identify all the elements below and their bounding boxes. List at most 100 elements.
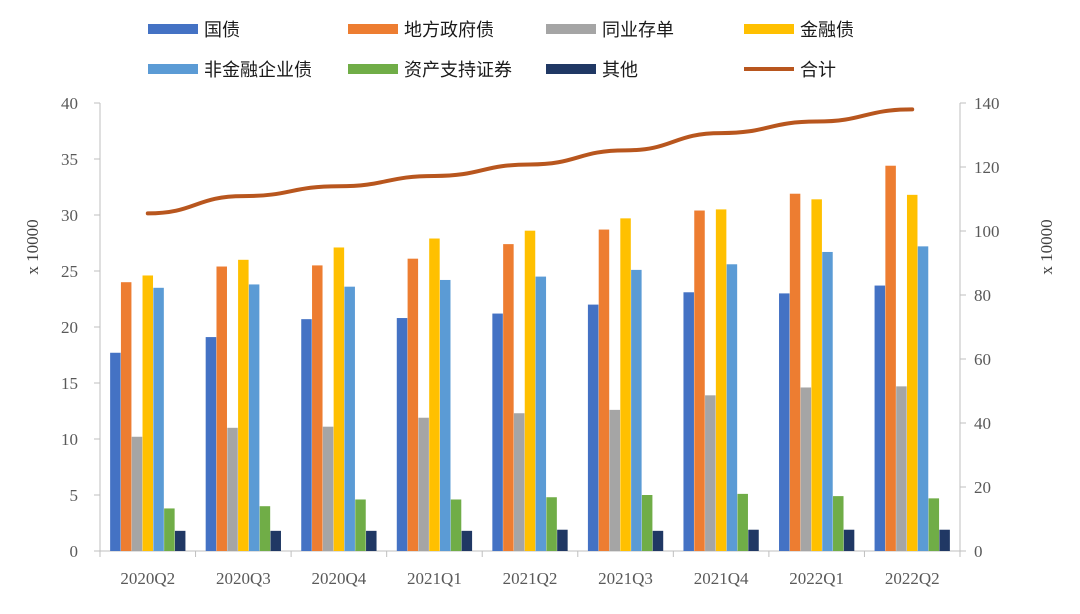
y-right-tick-label: 80: [974, 286, 991, 305]
bar-2-2022Q2: [885, 165, 896, 551]
bar-2-2020Q3: [216, 266, 227, 551]
bar-7-2021Q4: [748, 529, 759, 551]
legend-label: 资产支持证券: [404, 60, 512, 81]
legend-label: 合计: [800, 60, 836, 81]
bar-5-2022Q2: [917, 246, 929, 552]
bar-6-2021Q1: [450, 499, 462, 551]
y-left-tick-label: 20: [61, 318, 78, 337]
bar-7-2020Q2: [174, 530, 186, 551]
bar-3-2021Q1: [418, 417, 429, 551]
bar-4-2022Q2: [906, 194, 918, 551]
bar-1-2021Q4: [683, 292, 694, 551]
bar-2-2020Q2: [120, 282, 132, 551]
legend-label: 其他: [602, 60, 638, 81]
x-tick-label: 2021Q3: [598, 569, 653, 588]
y-left-tick-label: 35: [61, 150, 78, 169]
legend-label: 金融债: [800, 20, 854, 41]
bar-4-2022Q1: [811, 199, 822, 551]
bar-1-2020Q4: [301, 319, 312, 551]
bar-5-2020Q4: [344, 286, 355, 551]
bar-5-2022Q1: [822, 251, 833, 551]
bar-7-2022Q1: [843, 529, 855, 551]
bar-4-2021Q2: [524, 230, 536, 551]
x-tick-label: 2021Q4: [694, 569, 749, 588]
bar-4-2020Q3: [238, 259, 249, 551]
x-tick-label: 2020Q2: [120, 569, 175, 588]
y-right-tick-label: 120: [974, 158, 1000, 177]
y-left-tick-label: 25: [61, 262, 78, 281]
bar-4-2021Q4: [715, 209, 727, 551]
bar-1-2020Q3: [205, 337, 217, 551]
bar-7-2022Q2: [939, 529, 950, 551]
y-left-axis-title: x 10000: [23, 219, 42, 274]
bar-4-2020Q2: [142, 275, 154, 551]
bar-3-2021Q2: [513, 413, 525, 551]
bar-5-2020Q3: [248, 284, 260, 551]
y-left-tick-label: 0: [70, 542, 79, 561]
legend-swatch: [348, 24, 398, 34]
y-right-tick-label: 140: [974, 94, 1000, 113]
legend-swatch: [148, 64, 198, 74]
y-right-tick-label: 60: [974, 350, 991, 369]
bar-6-2021Q3: [641, 495, 653, 551]
bar-1-2022Q1: [779, 293, 790, 551]
bar-3-2020Q2: [131, 436, 143, 551]
bar-6-2022Q2: [928, 498, 940, 551]
bar-6-2022Q1: [833, 496, 844, 551]
legend-swatch: [546, 64, 596, 74]
bar-4-2020Q4: [333, 247, 345, 552]
legend-swatch: [348, 64, 398, 74]
x-tick-label: 2022Q2: [885, 569, 940, 588]
bar-2-2020Q4: [312, 265, 323, 551]
bar-5-2021Q2: [535, 276, 547, 551]
legend-swatch: [148, 24, 198, 34]
bar-6-2020Q2: [164, 508, 175, 551]
tick-labels: 0 5 10 15 20 25 30 35 40 0 20 40 60 80 100 120 140 2020Q2…: [61, 94, 1000, 588]
x-tick-label: 2021Q2: [503, 569, 558, 588]
legend-swatch: [546, 24, 596, 34]
y-left-tick-label: 15: [61, 374, 78, 393]
y-right-axis-title: x 10000: [1037, 219, 1056, 274]
legend-label: 非金融企业债: [204, 60, 312, 81]
bar-2-2021Q3: [598, 229, 610, 551]
bar-7-2020Q4: [366, 530, 377, 551]
bar-4-2021Q1: [429, 238, 440, 551]
legend-label: 地方政府债: [404, 20, 494, 41]
bar-6-2020Q3: [259, 506, 271, 551]
bar-3-2021Q4: [705, 395, 716, 551]
bar-1-2020Q2: [110, 352, 121, 551]
y-right-tick-label: 40: [974, 414, 991, 433]
x-tick-label: 2020Q4: [311, 569, 366, 588]
bar-1-2021Q3: [587, 304, 599, 551]
bar-5-2021Q4: [726, 264, 738, 551]
bars-layer: [110, 165, 950, 552]
bar-3-2022Q2: [896, 386, 907, 551]
bar-5-2020Q2: [153, 287, 164, 551]
x-tick-label: 2020Q3: [216, 569, 271, 588]
bar-7-2020Q3: [270, 530, 281, 551]
y-right-tick-label: 100: [974, 222, 1000, 241]
bar-1-2022Q2: [874, 285, 886, 551]
x-tick-label: 2021Q1: [407, 569, 462, 588]
bar-3-2022Q1: [800, 387, 812, 551]
bar-2-2021Q2: [503, 244, 514, 551]
bar-3-2020Q3: [227, 427, 238, 551]
bar-6-2021Q2: [546, 497, 557, 551]
y-right-tick-label: 20: [974, 478, 991, 497]
y-left-tick-label: 40: [61, 94, 78, 113]
bar-2-2021Q4: [694, 210, 705, 551]
y-left-tick-label: 10: [61, 430, 78, 449]
bar-3-2020Q4: [322, 426, 334, 551]
bar-6-2020Q4: [355, 499, 366, 551]
bar-2-2021Q1: [407, 258, 419, 551]
bar-5-2021Q1: [439, 279, 451, 551]
bar-4-2021Q3: [620, 218, 631, 552]
bar-6-2021Q4: [737, 493, 748, 551]
legend-label: 同业存单: [602, 20, 674, 41]
bar-7-2021Q3: [652, 530, 664, 551]
legend-label: 国债: [204, 20, 240, 41]
bar-7-2021Q2: [557, 529, 568, 551]
bar-1-2021Q1: [396, 318, 408, 551]
